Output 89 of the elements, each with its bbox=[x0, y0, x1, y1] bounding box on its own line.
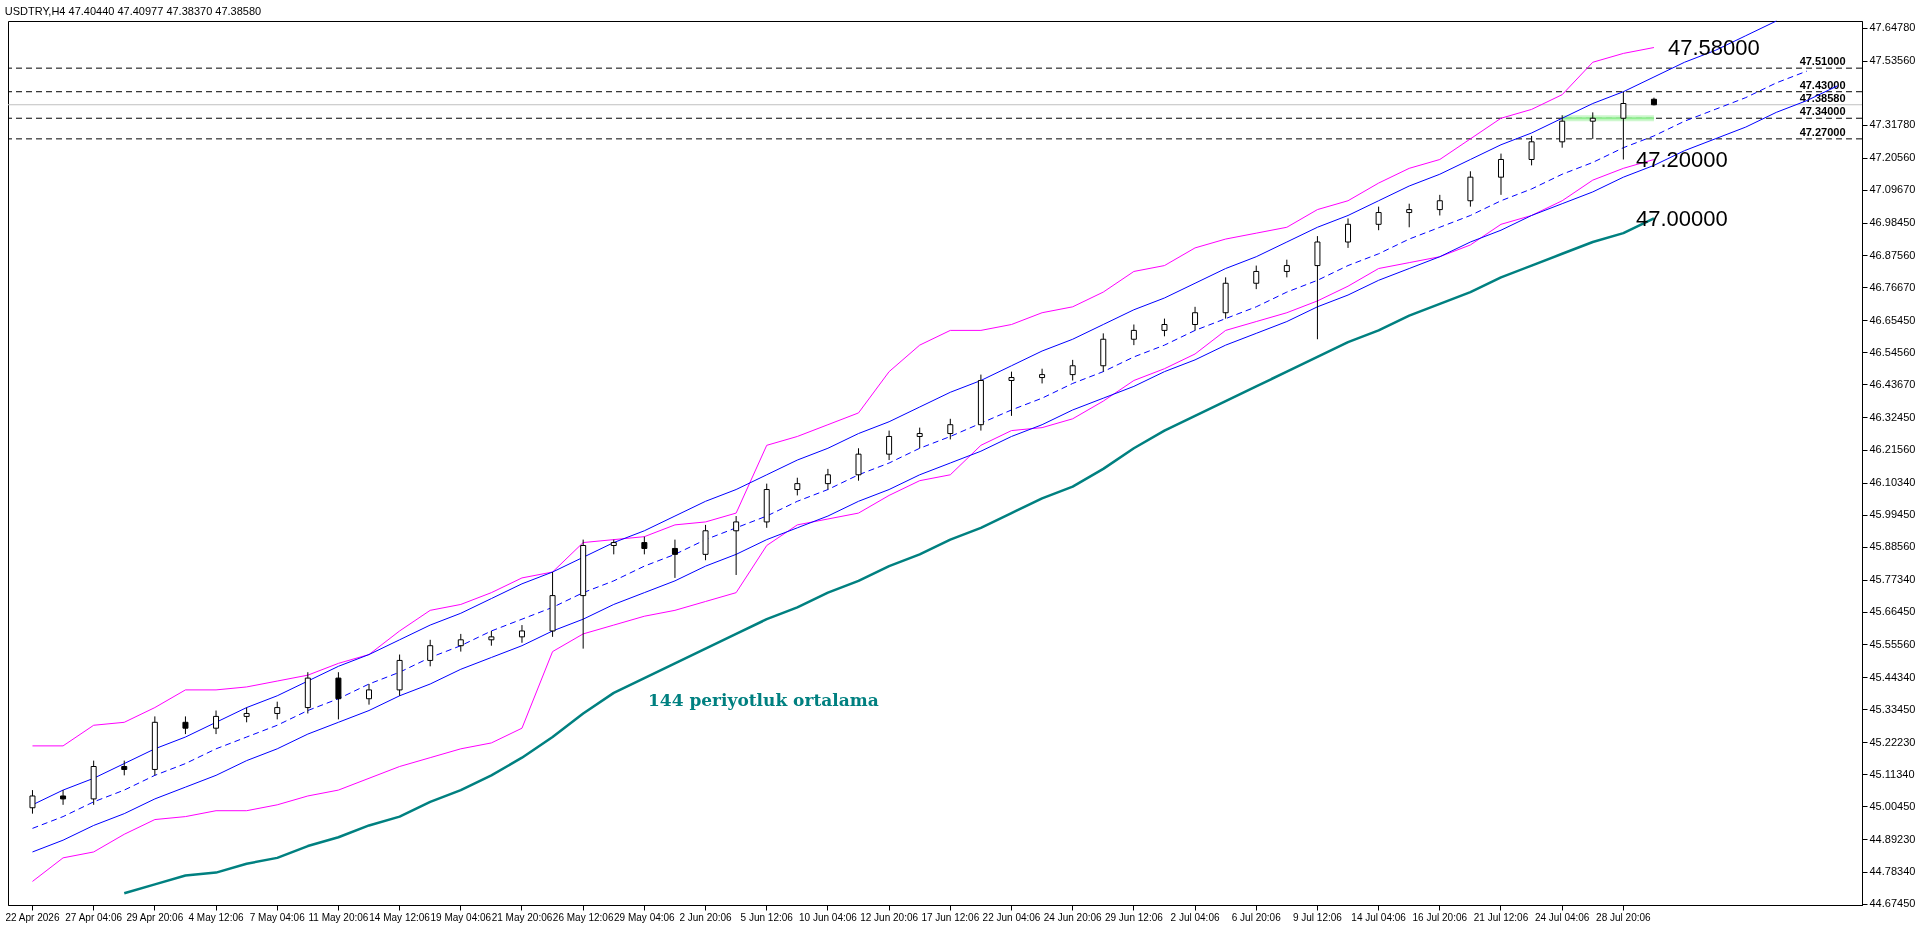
candlestick bbox=[60, 789, 67, 806]
candlestick bbox=[1375, 206, 1382, 231]
y-tick-label: 45.55560 bbox=[1869, 637, 1916, 650]
y-tick-label: 47.09670 bbox=[1869, 183, 1916, 196]
candlestick bbox=[1345, 217, 1352, 249]
candlestick bbox=[886, 430, 893, 461]
x-tick-label: 29 Jun 12:06 bbox=[1104, 911, 1164, 923]
y-tick-label: 46.32450 bbox=[1869, 410, 1916, 423]
x-tick-label: 22 Jun 04:06 bbox=[982, 911, 1041, 923]
candlestick bbox=[947, 418, 954, 440]
ref-line-label: 47.43000 bbox=[1799, 78, 1846, 91]
x-tick-label: 21 Jul 12:06 bbox=[1473, 911, 1529, 923]
x-tick-label: 26 May 12:06 bbox=[552, 911, 614, 923]
candlestick bbox=[1406, 203, 1413, 228]
x-tick-label: 28 Jul 20:06 bbox=[1596, 911, 1652, 923]
y-tick-label: 46.65450 bbox=[1869, 313, 1916, 326]
x-tick-label: 11 May 20:06 bbox=[308, 911, 369, 923]
y-tick-label: 46.98450 bbox=[1869, 216, 1916, 229]
y-tick-label: 45.99450 bbox=[1869, 508, 1916, 521]
y-tick-label: 45.33450 bbox=[1869, 702, 1916, 715]
y-tick-label: 45.77340 bbox=[1869, 573, 1916, 586]
y-tick-label: 47.53560 bbox=[1869, 54, 1916, 67]
x-tick-label: 12 Jun 20:06 bbox=[860, 911, 919, 923]
y-tick-label: 46.76670 bbox=[1869, 280, 1916, 293]
candlestick bbox=[855, 447, 862, 482]
candlestick bbox=[29, 789, 36, 815]
x-tick-label: 24 Jun 20:06 bbox=[1043, 911, 1103, 923]
x-tick-label: 27 Apr 04:06 bbox=[65, 911, 123, 923]
candlestick bbox=[1192, 306, 1199, 331]
x-tick-label: 14 Jul 04:06 bbox=[1351, 911, 1407, 923]
annotation: 144 periyotluk ortalama bbox=[648, 690, 879, 710]
x-tick-label: 9 Jul 12:06 bbox=[1292, 911, 1343, 923]
x-tick-label: 5 Jun 12:06 bbox=[740, 911, 794, 923]
x-tick-label: 22 Apr 2026 bbox=[5, 911, 60, 923]
candlestick bbox=[335, 671, 342, 720]
y-tick-label: 46.10340 bbox=[1869, 476, 1916, 489]
y-tick-label: 46.54560 bbox=[1869, 345, 1916, 358]
y-tick-label: 46.87560 bbox=[1869, 248, 1916, 261]
y-tick-label: 45.88560 bbox=[1869, 540, 1916, 553]
x-tick-label: 10 Jun 04:06 bbox=[799, 911, 858, 923]
x-tick-label: 6 Jul 20:06 bbox=[1231, 911, 1282, 923]
x-tick-label: 2 Jul 04:06 bbox=[1170, 911, 1220, 923]
y-tick-label: 47.64780 bbox=[1869, 21, 1916, 34]
x-tick-label: 29 May 04:06 bbox=[614, 911, 676, 923]
y-tick-label: 45.66450 bbox=[1869, 605, 1916, 618]
candlestick bbox=[1069, 359, 1076, 381]
x-tick-label: 4 May 12:06 bbox=[188, 911, 244, 923]
candlestick bbox=[1467, 170, 1474, 208]
y-tick-label: 46.21560 bbox=[1869, 443, 1916, 456]
candlestick bbox=[1130, 324, 1137, 346]
candlestick bbox=[1497, 153, 1504, 196]
annotation: 47.00000 bbox=[1636, 206, 1728, 231]
x-tick-label: 14 May 12:06 bbox=[369, 911, 431, 923]
y-tick-label: 44.78340 bbox=[1869, 865, 1916, 878]
candlestick bbox=[366, 683, 373, 706]
y-tick-label: 45.00450 bbox=[1869, 799, 1916, 812]
y-tick-label: 46.43670 bbox=[1869, 377, 1916, 390]
x-tick-label: 24 Jul 04:06 bbox=[1534, 911, 1590, 923]
x-tick-label: 29 Apr 20:06 bbox=[126, 911, 184, 923]
candlestick bbox=[1436, 194, 1443, 216]
candlestick bbox=[213, 710, 220, 735]
candlestick bbox=[1314, 235, 1321, 340]
y-tick-label: 47.20560 bbox=[1869, 151, 1916, 164]
candlestick bbox=[702, 524, 709, 561]
x-tick-label: 21 May 20:06 bbox=[491, 911, 553, 923]
candlestick bbox=[1253, 265, 1260, 290]
ref-line-label: 47.27000 bbox=[1799, 125, 1846, 138]
candlestick bbox=[916, 427, 923, 449]
candlestick bbox=[1008, 371, 1015, 417]
y-tick-label: 45.44340 bbox=[1869, 670, 1916, 683]
y-tick-label: 44.67450 bbox=[1869, 897, 1916, 910]
x-tick-label: 7 May 04:06 bbox=[249, 911, 306, 923]
x-tick-label: 16 Jul 20:06 bbox=[1412, 911, 1468, 923]
y-tick-label: 44.89230 bbox=[1869, 833, 1916, 845]
chart-title: USDTRY,H4 47.40440 47.40977 47.38370 47.38580 bbox=[4, 4, 262, 17]
x-tick-label: 2 Jun 20:06 bbox=[679, 911, 733, 923]
ref-line-label: 47.34000 bbox=[1799, 105, 1846, 118]
x-tick-label: 19 May 04:06 bbox=[430, 911, 492, 923]
candlestick bbox=[733, 515, 740, 576]
x-tick-label: 17 Jun 12:06 bbox=[921, 911, 980, 923]
y-tick-label: 47.31780 bbox=[1869, 118, 1916, 131]
y-tick-label: 45.11340 bbox=[1869, 767, 1915, 780]
candlestick bbox=[671, 539, 678, 579]
candlestick bbox=[1039, 368, 1046, 384]
y-tick-label: 45.22230 bbox=[1869, 735, 1916, 748]
ref-line-label: 47.51000 bbox=[1799, 55, 1846, 68]
candlestick bbox=[824, 468, 831, 491]
candlestick bbox=[518, 624, 525, 644]
candlestick bbox=[427, 639, 434, 667]
